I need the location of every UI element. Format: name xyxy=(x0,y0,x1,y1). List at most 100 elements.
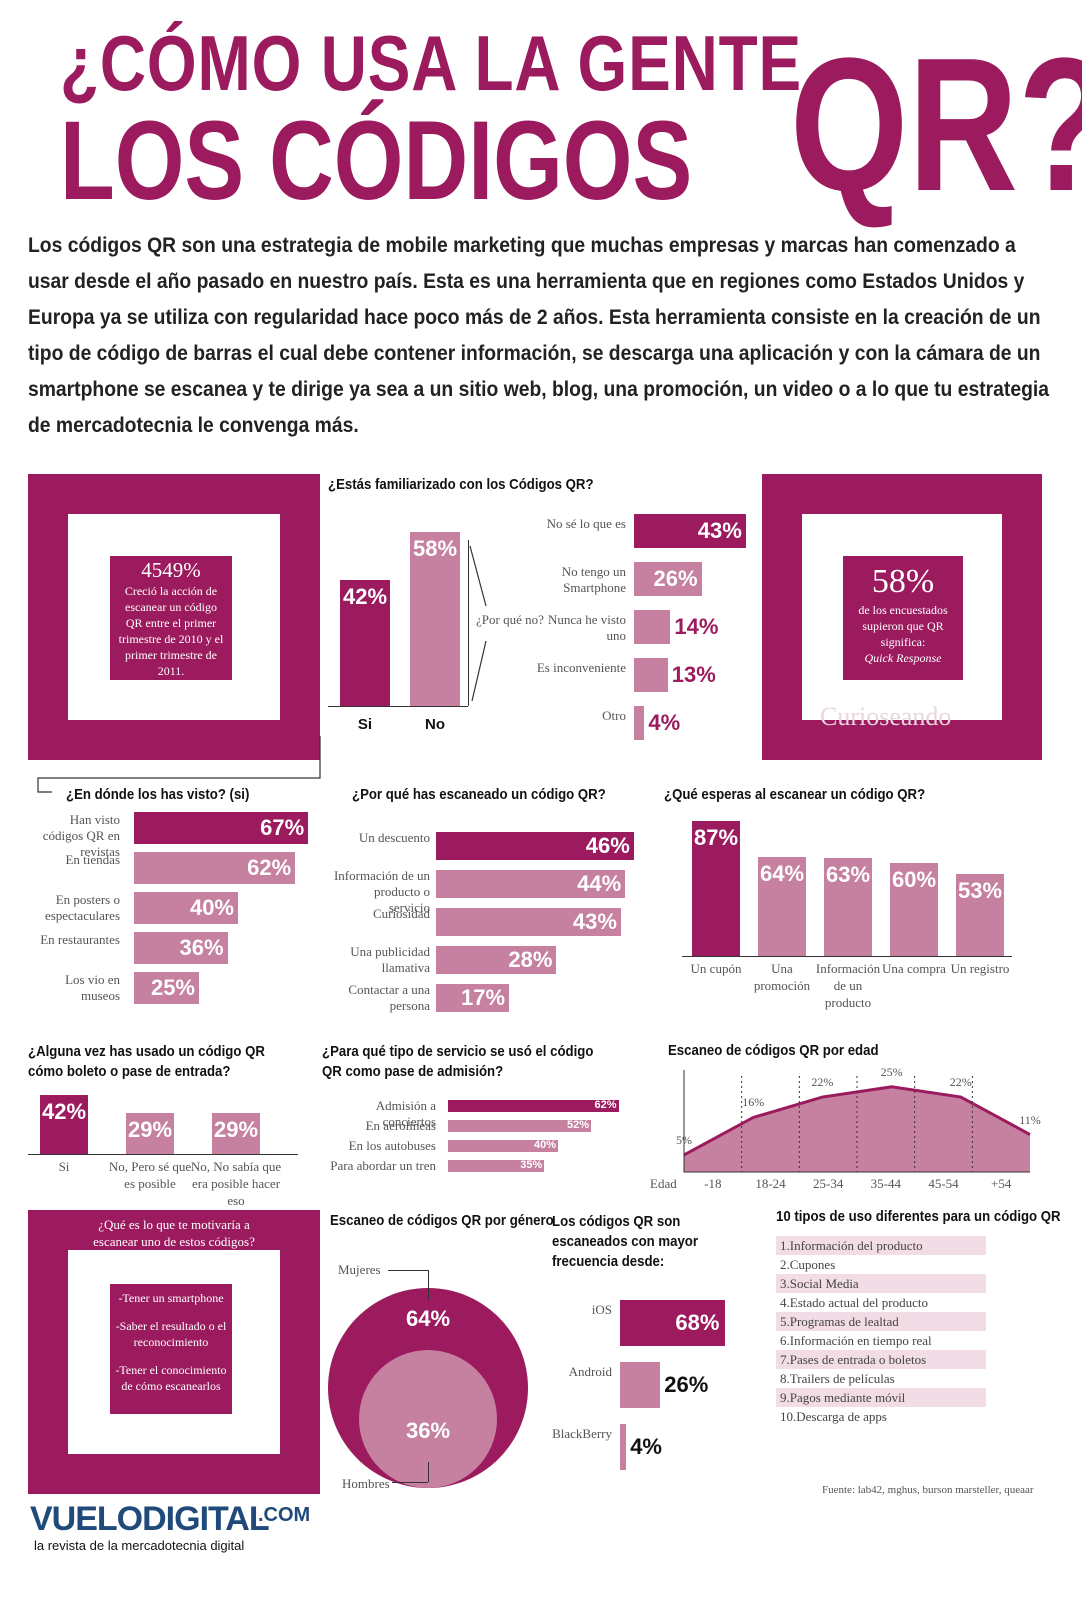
data-label: 43% xyxy=(697,518,742,543)
data-label: 25% xyxy=(880,1064,903,1079)
bar xyxy=(436,984,510,1012)
bar xyxy=(634,706,645,740)
data-label: 22% xyxy=(949,1075,972,1090)
intro-paragraph: Los códigos QR son una estrategia de mob… xyxy=(28,234,1049,437)
bar xyxy=(340,580,390,706)
arrow-line xyxy=(471,640,487,702)
bar xyxy=(134,852,296,884)
watermark: Curioseando xyxy=(820,702,952,731)
chart-title: ¿Para qué tipo de servicio se usó el cód… xyxy=(322,1043,594,1080)
bar xyxy=(634,658,668,692)
stat-left-text: Creció la acción de escanear un código Q… xyxy=(118,584,224,678)
arrow-line xyxy=(469,545,487,607)
chart-title: ¿Estás familiarizado con los Códigos QR? xyxy=(328,476,594,493)
list-item: 10.Descarga de apps xyxy=(780,1409,887,1424)
x-tick-label: Si xyxy=(357,716,373,733)
category-label: Otro xyxy=(602,708,626,723)
brand-name: VUELODIGITAL xyxy=(30,1500,270,1538)
category-label: Nunca he visto uno xyxy=(548,612,626,643)
data-label: 42% xyxy=(342,584,388,609)
list-item: 6.Información en tiempo real xyxy=(780,1333,932,1348)
x-tick-label: No, No sabía que era posible hacer eso xyxy=(190,1159,282,1208)
data-label: 63% xyxy=(825,862,871,888)
bar xyxy=(692,821,740,956)
stat-left-value: 4549% xyxy=(141,558,201,582)
motivation-item-3: -Tener el conocimiento de cómo escanearl… xyxy=(115,1363,227,1393)
data-label: 26% xyxy=(664,1372,709,1397)
data-label: 46% xyxy=(585,833,630,858)
category-label: Los vio en museos xyxy=(65,972,120,1003)
connector-arrow xyxy=(37,736,321,793)
chart-familiar: ¿Estás familiarizado con los Códigos QR?… xyxy=(37,476,758,793)
list-item: 7.Pases de entrada o boletos xyxy=(776,1350,986,1369)
category-label: En posters o espectaculares xyxy=(44,892,120,923)
motivation-item-1: -Tener un smartphone xyxy=(118,1291,224,1305)
bar xyxy=(758,856,806,956)
motivation-item-2: -Saber el resultado o el reconocimiento xyxy=(115,1319,227,1349)
title-qr: QR? xyxy=(790,19,1082,231)
category-label: Han visto códigos QR en revistas xyxy=(42,812,120,859)
data-label: 26% xyxy=(653,566,698,591)
chart-title: ¿Por qué has escaneado un código QR? xyxy=(352,786,606,803)
axis-line xyxy=(28,1154,298,1155)
data-label: 4% xyxy=(648,710,681,735)
stat-right-text: de los encuestados supieron que QR signi… xyxy=(858,603,948,649)
category-label: Admisión a conciertos xyxy=(375,1098,436,1129)
category-label: En aerolíneas xyxy=(365,1118,436,1133)
category-label: Curiosidad xyxy=(372,906,430,921)
list-item: 5.Programas de lealtad xyxy=(776,1312,986,1331)
bar xyxy=(212,1113,260,1154)
motivation-box: -Tener un smartphone -Saber el resultado… xyxy=(110,1284,232,1414)
bar xyxy=(448,1100,619,1112)
data-label: 42% xyxy=(41,1099,87,1125)
bar xyxy=(448,1140,558,1152)
data-label: 13% xyxy=(671,662,716,687)
chart-title: Escaneo de códigos QR por edad xyxy=(668,1042,879,1059)
category-label: En restaurantes xyxy=(40,932,120,947)
category-label: Para abordar un tren xyxy=(330,1158,436,1173)
data-label: 44% xyxy=(577,871,622,896)
chart-title: ¿Qué esperas al escanear un código QR? xyxy=(664,786,926,803)
data-label: 53% xyxy=(957,877,1003,903)
chart-service: ¿Para qué tipo de servicio se usó el cód… xyxy=(320,1036,630,1186)
connector xyxy=(428,1462,429,1482)
x-tick-label: 35-44 xyxy=(870,1176,901,1191)
brand-suffix: .COM xyxy=(258,1504,311,1526)
data-label: 29% xyxy=(213,1117,259,1143)
chart-title: Los códigos QR son escaneados con mayor … xyxy=(552,1213,699,1270)
data-label: 52% xyxy=(566,1119,589,1131)
arrows xyxy=(37,545,487,793)
data-label: 16% xyxy=(742,1095,765,1110)
bar xyxy=(620,1362,661,1408)
data-label: 40% xyxy=(189,895,234,920)
bar xyxy=(134,932,228,964)
list-item: 3.Social Media xyxy=(776,1274,986,1293)
title-line2: LOS CÓDIGOS xyxy=(60,98,693,223)
x-tick-label: No, Pero sé que es posible xyxy=(108,1159,192,1191)
list-item: 9.Pagos mediante móvil xyxy=(776,1388,986,1407)
data-label: 40% xyxy=(533,1139,556,1151)
chart-where-seen: ¿En dónde los has visto? (si) Han visto c… xyxy=(28,780,318,1016)
category-label: Contactar a una persona xyxy=(348,982,430,1013)
annotation: ¿Por qué no? xyxy=(476,612,544,627)
title-line1: ¿CÓMO USA LA GENTE xyxy=(60,19,802,107)
x-tick-label: 45-54 xyxy=(928,1176,959,1191)
data-label: 35% xyxy=(520,1159,543,1171)
bar xyxy=(410,532,460,706)
data-label: 43% xyxy=(572,909,617,934)
bar xyxy=(634,514,746,548)
axis-line xyxy=(328,706,468,707)
uses-list: 1.Información del producto 2.Cupones 3.Soc… xyxy=(776,1236,986,1426)
x-tick-label: Una compra xyxy=(882,961,946,976)
list-item: 1.Información del producto xyxy=(776,1236,986,1255)
bar xyxy=(134,812,309,844)
data-label: 29% xyxy=(127,1117,173,1143)
list-item: 8.Trailers de películas xyxy=(780,1371,895,1386)
bar xyxy=(126,1113,174,1154)
data-label: 68% xyxy=(675,1310,720,1335)
stat-frame-left xyxy=(28,474,320,760)
data-label: 14% xyxy=(674,614,719,639)
category-label: Una publicidad llamativa xyxy=(350,944,430,975)
stat-box-right: 58% de los encuestados supieron que QR s… xyxy=(843,556,963,680)
chart-title: ¿En dónde los has visto? (si) xyxy=(66,786,250,803)
